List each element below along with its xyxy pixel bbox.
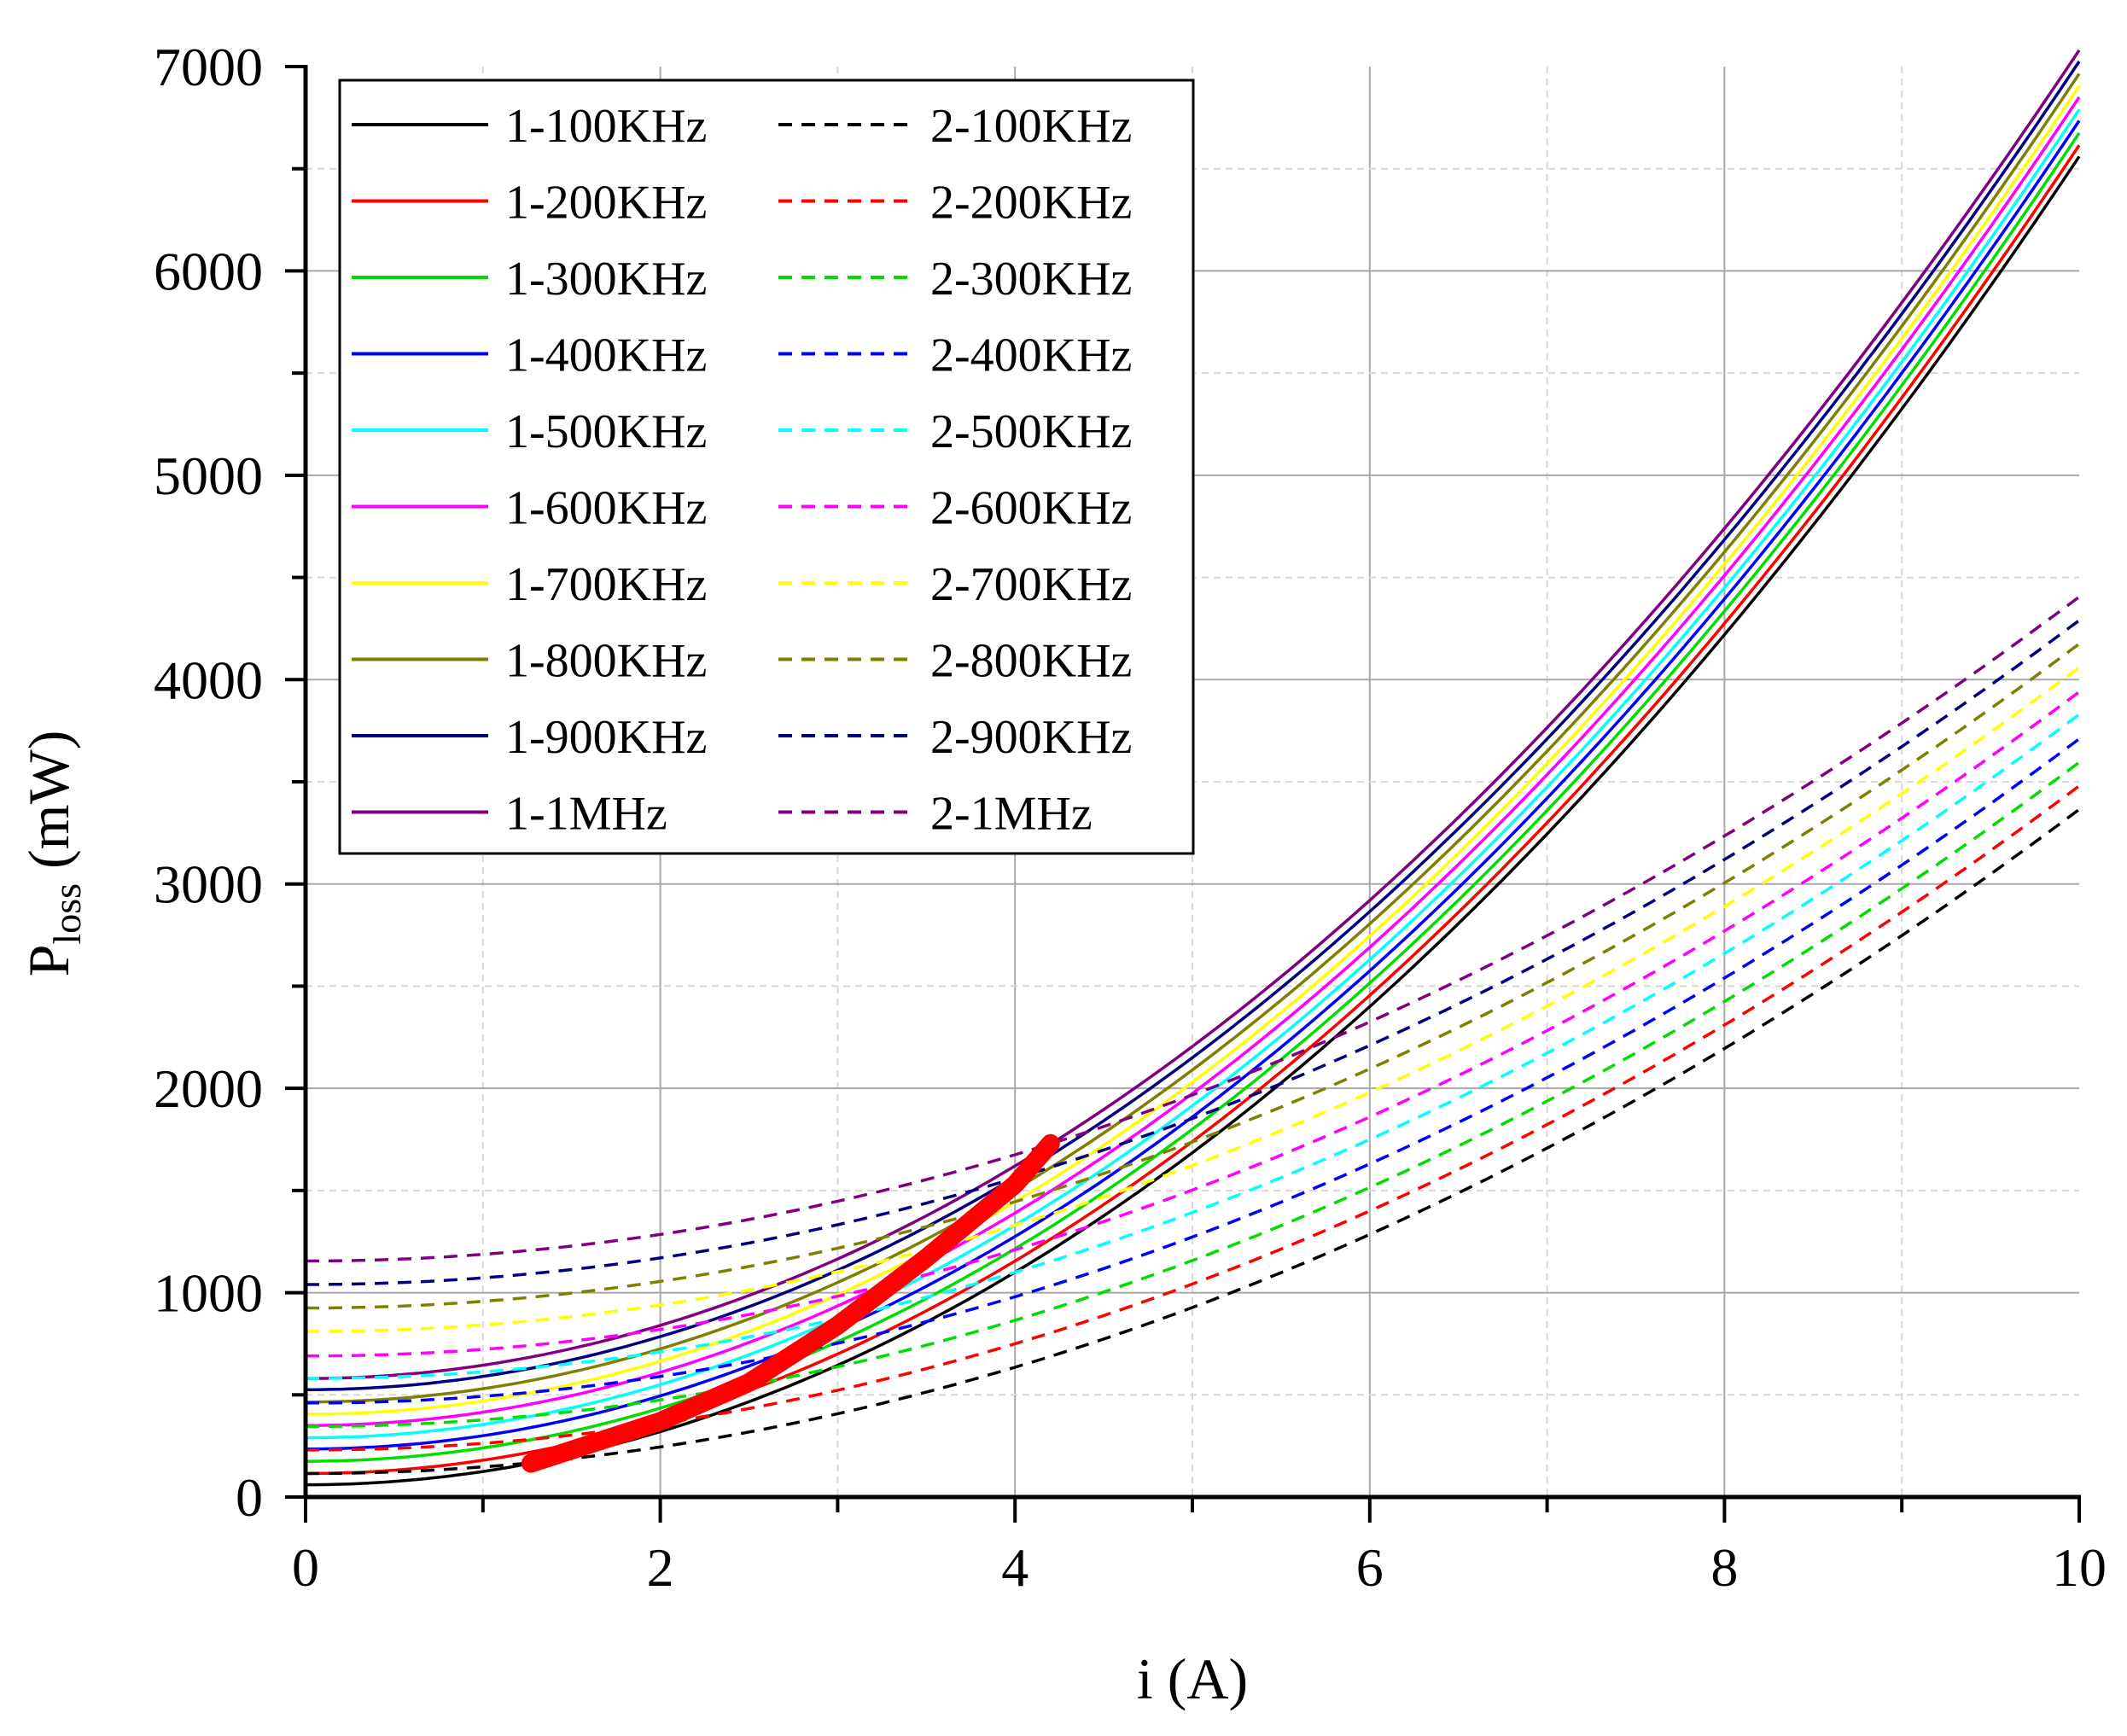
series-line-2-600KHz <box>306 690 2081 1358</box>
legend-box <box>338 79 1195 855</box>
legend-label-2-200KHz: 2-200KHz <box>930 177 1132 230</box>
axes: 0 2 4 6 8 10 0 1000 2000 3000 4000 5000 6000 7000 <box>154 37 2107 1598</box>
legend-label-2-400KHz: 2-400KHz <box>930 329 1132 382</box>
legend-label-1-600KHz: 1-600KHz <box>505 482 707 535</box>
legend: 1-100KHz 1-200KHz 1-300KHz 1-400KHz 1-500KHz… <box>338 79 1195 855</box>
series-line-2-700KHz <box>305 666 2081 1333</box>
series-line-2-1MHz <box>305 595 2081 1263</box>
y-axis-title-sub: loss <box>45 883 89 945</box>
x-tick-label: 0 <box>292 1537 319 1598</box>
y-axis-title-unit: (mW) <box>16 731 81 883</box>
y-axis-title: Ploss (mW) <box>16 731 89 977</box>
series-line-2-900KHz <box>306 619 2081 1286</box>
series-line-2-300KHz <box>306 760 2081 1429</box>
highlight-line <box>521 1133 1060 1473</box>
x-tick-label: 2 <box>647 1537 674 1598</box>
x-tick-label: 10 <box>2052 1537 2107 1598</box>
y-tick-label: 4000 <box>154 650 263 710</box>
y-tick-label: 1000 <box>154 1263 263 1324</box>
x-tick-label: 6 <box>1356 1537 1384 1598</box>
series-line-1-800KHz <box>305 73 2081 1404</box>
highlight-curve <box>521 1133 1060 1473</box>
series-line-1-300KHz <box>306 131 2081 1463</box>
legend-label-1-1MHz: 1-1MHz <box>505 788 667 841</box>
legend-label-2-800KHz: 2-800KHz <box>930 635 1132 688</box>
series-line-2-500KHz <box>306 713 2081 1380</box>
series-line-2-800KHz <box>306 642 2081 1310</box>
y-tick-label: 0 <box>236 1467 263 1528</box>
series-line-2-400KHz <box>305 737 2081 1405</box>
series-line-1-1MHz <box>306 49 2081 1380</box>
y-tick-label: 5000 <box>154 446 263 506</box>
legend-label-1-100KHz: 1-100KHz <box>505 100 707 153</box>
x-tick-label: 8 <box>1710 1537 1738 1598</box>
legend-label-1-300KHz: 1-300KHz <box>505 253 707 306</box>
y-tick-label: 7000 <box>154 37 263 97</box>
y-tick-label: 2000 <box>154 1058 263 1119</box>
legend-label-2-300KHz: 2-300KHz <box>930 253 1132 306</box>
legend-label-2-500KHz: 2-500KHz <box>930 405 1132 458</box>
legend-label-2-700KHz: 2-700KHz <box>930 558 1132 611</box>
series-line-2-100KHz <box>305 807 2081 1476</box>
x-axis-title: i (A) <box>1137 1646 1248 1711</box>
series-line-1-700KHz <box>306 84 2081 1416</box>
y-tick-label: 3000 <box>154 854 263 915</box>
legend-label-1-400KHz: 1-400KHz <box>505 329 707 382</box>
legend-label-1-500KHz: 1-500KHz <box>505 405 707 458</box>
y-axis-title-main: P <box>16 945 81 977</box>
legend-label-2-1MHz: 2-1MHz <box>930 788 1093 841</box>
legend-label-1-900KHz: 1-900KHz <box>505 711 707 764</box>
series-line-1-900KHz <box>306 61 2081 1392</box>
legend-label-2-100KHz: 2-100KHz <box>930 100 1132 153</box>
legend-label-1-800KHz: 1-800KHz <box>505 635 707 688</box>
series-line-1-500KHz <box>305 108 2081 1440</box>
x-tick-label: 4 <box>1001 1537 1029 1598</box>
legend-label-2-600KHz: 2-600KHz <box>930 482 1132 535</box>
legend-label-1-700KHz: 1-700KHz <box>505 558 707 611</box>
legend-label-2-900KHz: 2-900KHz <box>930 711 1132 764</box>
y-tick-label: 6000 <box>154 241 263 301</box>
legend-label-1-200KHz: 1-200KHz <box>505 177 707 230</box>
series-line-2-200KHz <box>306 784 2081 1452</box>
